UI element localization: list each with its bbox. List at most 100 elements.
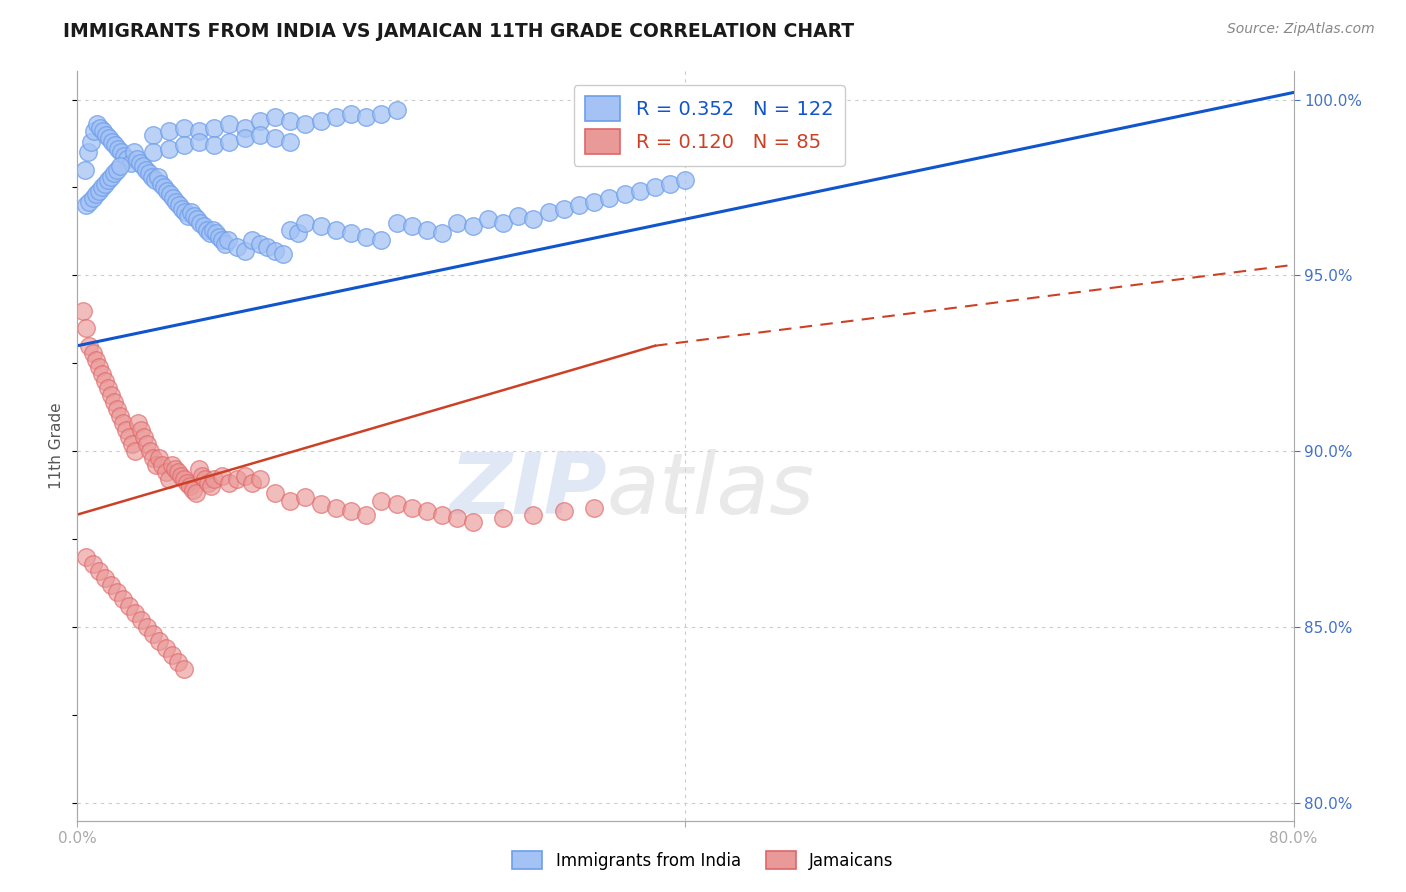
Point <box>294 117 316 131</box>
Point <box>200 479 222 493</box>
Point <box>325 222 347 236</box>
Point <box>278 493 301 508</box>
Point <box>233 469 256 483</box>
Point <box>120 156 142 170</box>
Point <box>537 205 560 219</box>
Point <box>170 469 193 483</box>
Point <box>129 423 152 437</box>
Point <box>75 549 97 564</box>
Point <box>416 222 439 236</box>
Point <box>98 131 121 145</box>
Point <box>134 430 156 444</box>
Point <box>186 212 208 227</box>
Point <box>153 180 176 194</box>
Point <box>148 634 170 648</box>
Point <box>93 374 115 388</box>
Point <box>103 166 125 180</box>
Point <box>84 187 107 202</box>
Point <box>354 110 377 124</box>
Point <box>194 472 217 486</box>
Point <box>218 117 240 131</box>
Point <box>340 504 363 518</box>
Point <box>354 508 377 522</box>
Point <box>89 120 111 135</box>
Point <box>157 142 180 156</box>
Point <box>278 135 301 149</box>
Point <box>108 159 131 173</box>
Point <box>214 236 236 251</box>
Point <box>75 321 97 335</box>
Point <box>131 159 153 173</box>
Point <box>522 508 544 522</box>
Point <box>201 222 224 236</box>
Point <box>136 437 159 451</box>
Point <box>385 497 408 511</box>
Point <box>211 469 233 483</box>
Point <box>139 444 162 458</box>
Point <box>148 451 170 466</box>
Point <box>82 191 104 205</box>
Point <box>125 153 148 167</box>
Point <box>190 216 212 230</box>
Point <box>173 472 195 486</box>
Point <box>93 177 115 191</box>
Point <box>149 177 172 191</box>
Point <box>90 367 112 381</box>
Point <box>461 515 484 529</box>
Point <box>176 475 198 490</box>
Point <box>177 209 200 223</box>
Point <box>264 110 287 124</box>
Point <box>309 113 332 128</box>
Point <box>249 236 271 251</box>
Point <box>370 233 392 247</box>
Point <box>340 226 363 240</box>
Point <box>218 475 240 490</box>
Point <box>287 226 309 240</box>
Point <box>644 180 666 194</box>
Point <box>218 135 240 149</box>
Point <box>522 212 544 227</box>
Point <box>124 444 146 458</box>
Point <box>508 209 530 223</box>
Point <box>659 177 682 191</box>
Point <box>128 156 150 170</box>
Point <box>111 416 134 430</box>
Point <box>142 627 165 641</box>
Point <box>129 613 152 627</box>
Point <box>340 106 363 120</box>
Point <box>256 240 278 254</box>
Point <box>152 458 174 473</box>
Point <box>202 120 225 135</box>
Point <box>90 180 112 194</box>
Point <box>105 162 128 177</box>
Point <box>172 202 194 216</box>
Point <box>188 462 211 476</box>
Point <box>103 395 125 409</box>
Point <box>179 479 201 493</box>
Point <box>86 117 108 131</box>
Point <box>165 194 187 209</box>
Point <box>146 169 169 184</box>
Y-axis label: 11th Grade: 11th Grade <box>49 402 65 490</box>
Point <box>249 128 271 142</box>
Point <box>160 458 183 473</box>
Point <box>138 166 160 180</box>
Point <box>87 184 110 198</box>
Point <box>174 205 197 219</box>
Point <box>233 244 256 258</box>
Point <box>135 162 157 177</box>
Point <box>240 233 263 247</box>
Point <box>309 219 332 234</box>
Point <box>84 352 107 367</box>
Point <box>100 388 122 402</box>
Point <box>628 184 651 198</box>
Point <box>198 226 221 240</box>
Point <box>118 599 141 613</box>
Point <box>127 416 149 430</box>
Point <box>233 131 256 145</box>
Point <box>430 226 453 240</box>
Point <box>446 216 468 230</box>
Point <box>568 198 591 212</box>
Point <box>75 198 97 212</box>
Text: Source: ZipAtlas.com: Source: ZipAtlas.com <box>1227 22 1375 37</box>
